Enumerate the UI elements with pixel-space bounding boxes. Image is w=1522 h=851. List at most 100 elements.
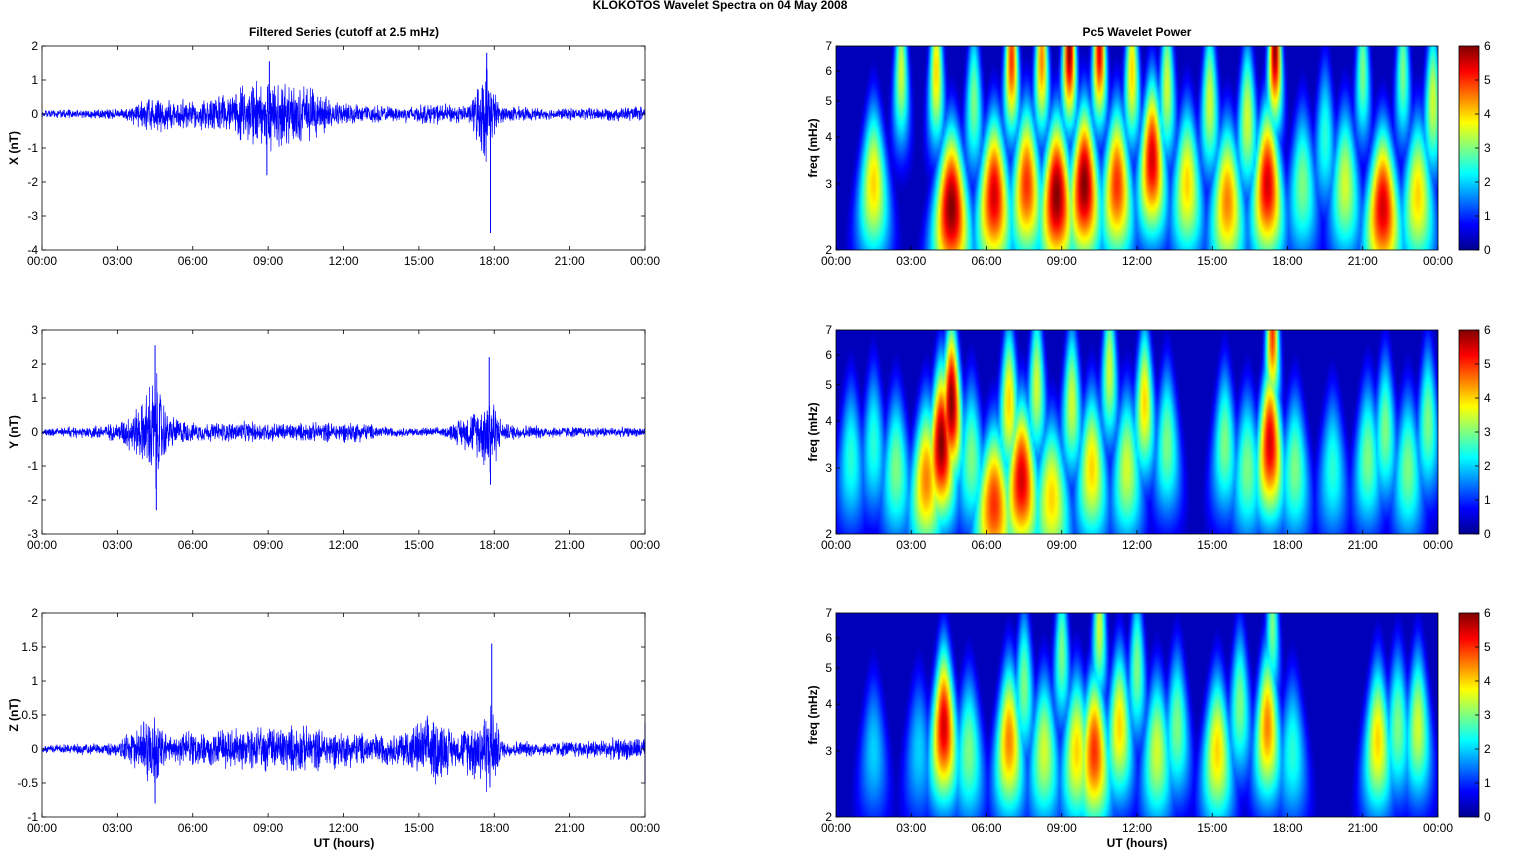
x-tick-label: 03:00	[102, 821, 132, 835]
y-tick-label: -3	[27, 209, 38, 223]
x-tick-label: 00:00	[1423, 538, 1453, 552]
x-tick-label: 00:00	[1423, 254, 1453, 268]
x-tick-label: 06:00	[178, 254, 208, 268]
y-tick-label: 6	[825, 631, 832, 645]
colorbar-tick-label: 4	[1484, 391, 1491, 405]
colorbar-tick-label: 4	[1484, 674, 1491, 688]
x-tick-label: 21:00	[555, 821, 585, 835]
colorbar-tick-label: 5	[1484, 640, 1491, 654]
series-line	[41, 67, 646, 162]
x-tick-label: 18:00	[1272, 254, 1302, 268]
y-tick-label: 2	[31, 606, 38, 620]
heatmap-panel-1: 00:00 03:00 06:00 09:00 12:00 15:00 18:00 21:00…	[806, 39, 1491, 268]
line-panel-2: 00:00 03:00 06:00 09:00 12:00 15:00 18:00 21:00…	[7, 323, 660, 552]
x-tick-label: 03:00	[896, 254, 926, 268]
y-tick-label: 4	[825, 414, 832, 428]
y-tick-label: 2	[31, 39, 38, 53]
x-tick-label: 00:00	[1423, 821, 1453, 835]
colorbar-tick-label: 3	[1484, 141, 1491, 155]
line-panel-1: 00:00 03:00 06:00 09:00 12:00 15:00 18:00 21:00…	[7, 39, 660, 268]
colorbar-tick-label: 6	[1484, 39, 1491, 53]
x-tick-label: 15:00	[1197, 538, 1227, 552]
x-tick-label: 12:00	[1122, 821, 1152, 835]
y-tick-label: 7	[825, 606, 832, 620]
x-tick-label: 12:00	[1122, 538, 1152, 552]
x-tick-label: 09:00	[253, 538, 283, 552]
colorbar-tick-label: 6	[1484, 323, 1491, 337]
y-tick-label: 3	[825, 177, 832, 191]
line-panel-3: 00:00 03:00 06:00 09:00 12:00 15:00 18:00 21:00…	[7, 606, 660, 835]
x-tick-label: 15:00	[404, 538, 434, 552]
x-tick-label: 06:00	[971, 538, 1001, 552]
colorbar-tick-label: 2	[1484, 459, 1491, 473]
y-tick-label: 1	[31, 674, 38, 688]
colorbar-tick-label: 2	[1484, 175, 1491, 189]
x-tick-label: 09:00	[253, 821, 283, 835]
x-tick-label: 09:00	[1047, 821, 1077, 835]
y-axis-label: Z (nT)	[7, 698, 21, 731]
y-tick-label: 7	[825, 39, 832, 53]
x-tick-label: 06:00	[178, 821, 208, 835]
x-tick-label: 00:00	[27, 254, 57, 268]
wavelet-power-image	[836, 46, 1438, 250]
colorbar-tick-label: 2	[1484, 742, 1491, 756]
colorbar-tick-label: 0	[1484, 527, 1491, 541]
x-tick-label: 18:00	[479, 538, 509, 552]
series-line	[41, 705, 646, 792]
y-tick-label: 4	[825, 130, 832, 144]
x-tick-label: 03:00	[102, 538, 132, 552]
x-tick-label: 21:00	[555, 254, 585, 268]
heatmap-panel-2: 00:00 03:00 06:00 09:00 12:00 15:00 18:00 21:00…	[806, 323, 1491, 552]
y-axis-label: X (nT)	[7, 131, 21, 165]
right-xlabel: UT (hours)	[1107, 836, 1168, 850]
y-tick-label: 0	[31, 107, 38, 121]
y-axis-label: freq (mHz)	[806, 685, 820, 744]
right-column-title: Pc5 Wavelet Power	[1083, 25, 1192, 39]
x-tick-label: 09:00	[1047, 538, 1077, 552]
colorbar-tick-label: 0	[1484, 810, 1491, 824]
y-tick-label: 1	[31, 73, 38, 87]
x-tick-label: 03:00	[896, 821, 926, 835]
y-tick-label: 0	[31, 742, 38, 756]
colorbar-tick-label: 1	[1484, 776, 1491, 790]
x-tick-label: 21:00	[1348, 254, 1378, 268]
colorbar-tick-label: 5	[1484, 73, 1491, 87]
y-tick-label: 2	[825, 243, 832, 257]
x-tick-label: 15:00	[404, 254, 434, 268]
colorbar-tick-label: 0	[1484, 243, 1491, 257]
y-tick-label: 0	[31, 425, 38, 439]
x-tick-label: 00:00	[821, 538, 851, 552]
y-tick-label: 3	[31, 323, 38, 337]
x-tick-label: 06:00	[971, 821, 1001, 835]
y-tick-label: 5	[825, 94, 832, 108]
x-tick-label: 00:00	[630, 538, 660, 552]
x-tick-label: 21:00	[555, 538, 585, 552]
y-tick-label: 5	[825, 661, 832, 675]
y-tick-label: 2	[825, 810, 832, 824]
y-tick-label: 0.5	[21, 708, 38, 722]
y-tick-label: 2	[825, 527, 832, 541]
y-tick-label: 6	[825, 64, 832, 78]
x-tick-label: 15:00	[404, 821, 434, 835]
x-tick-label: 15:00	[1197, 821, 1227, 835]
y-axis-label: freq (mHz)	[806, 402, 820, 461]
y-tick-label: -0.5	[17, 776, 38, 790]
y-tick-label: 2	[31, 357, 38, 371]
y-tick-label: 3	[825, 461, 832, 475]
x-tick-label: 06:00	[971, 254, 1001, 268]
colorbar-tick-label: 3	[1484, 708, 1491, 722]
y-tick-label: -1	[27, 810, 38, 824]
x-tick-label: 00:00	[821, 254, 851, 268]
y-tick-label: 3	[825, 744, 832, 758]
x-tick-label: 21:00	[1348, 821, 1378, 835]
y-tick-label: 7	[825, 323, 832, 337]
left-column-title: Filtered Series (cutoff at 2.5 mHz)	[249, 25, 439, 39]
y-tick-label: 6	[825, 348, 832, 362]
x-tick-label: 06:00	[178, 538, 208, 552]
colorbar-tick-label: 1	[1484, 493, 1491, 507]
plot-area	[42, 613, 645, 817]
y-tick-label: 5	[825, 378, 832, 392]
x-tick-label: 18:00	[479, 821, 509, 835]
x-tick-label: 09:00	[1047, 254, 1077, 268]
figure-title: KLOKOTOS Wavelet Spectra on 04 May 2008	[593, 0, 848, 12]
